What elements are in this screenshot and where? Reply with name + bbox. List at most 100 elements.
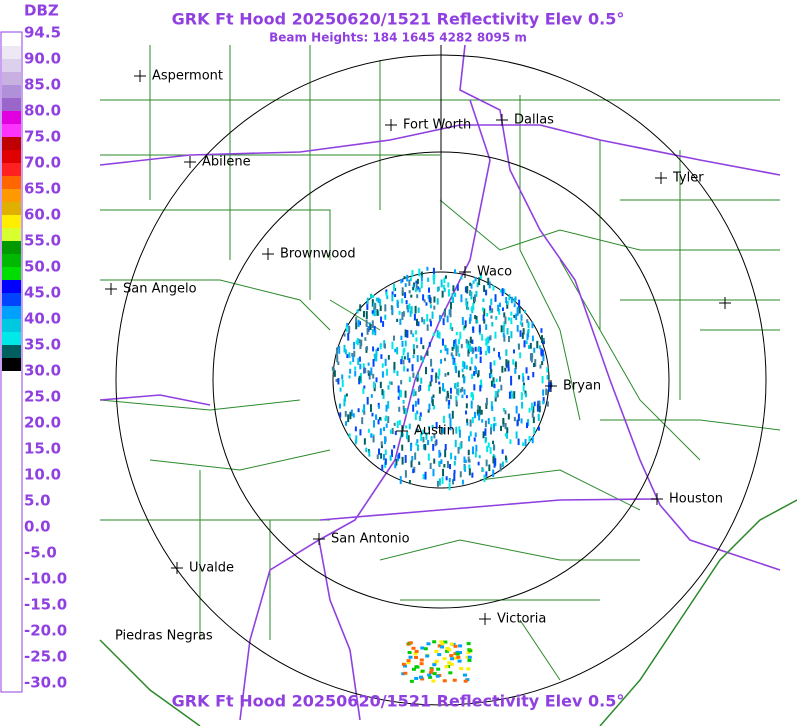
echo — [452, 678, 457, 682]
echo — [482, 468, 485, 472]
echo — [420, 275, 423, 282]
echo — [526, 319, 529, 324]
echo — [378, 405, 381, 409]
echo — [415, 280, 418, 284]
echo — [477, 373, 480, 378]
echo — [337, 378, 340, 385]
echo — [440, 359, 443, 364]
echo — [492, 469, 495, 478]
echo — [357, 319, 360, 328]
legend-swatch — [2, 46, 21, 59]
echo — [400, 380, 403, 385]
legend-label: 60.0 — [24, 206, 61, 224]
echo — [492, 285, 495, 291]
legend-label: 75.0 — [24, 128, 61, 146]
echo — [367, 428, 370, 433]
echo — [433, 405, 436, 410]
echo — [454, 338, 457, 345]
echo — [490, 380, 493, 387]
echo — [466, 418, 469, 423]
echo — [450, 352, 453, 357]
echo — [497, 304, 500, 312]
echo — [343, 344, 346, 353]
echo — [455, 652, 460, 656]
echo — [391, 341, 394, 350]
echo — [440, 645, 445, 649]
echo — [438, 461, 441, 466]
echo — [437, 644, 442, 648]
echo — [416, 294, 419, 299]
echo — [364, 337, 367, 341]
echo — [408, 303, 411, 310]
echo — [494, 294, 497, 302]
echo — [436, 480, 439, 487]
echo — [428, 403, 431, 411]
echo — [493, 444, 496, 451]
echo — [427, 673, 432, 677]
echo — [506, 328, 509, 335]
echo — [456, 388, 459, 395]
echo — [478, 346, 481, 352]
echo — [514, 368, 517, 374]
echo — [487, 417, 490, 425]
echo — [372, 373, 375, 379]
cities: Aspermont Fort Worth Dallas Abilene Tyler Bro… — [105, 69, 723, 644]
echo — [477, 404, 480, 410]
echo — [341, 374, 344, 380]
echo — [387, 385, 390, 390]
echo — [470, 392, 473, 398]
echo — [429, 304, 432, 309]
echo — [354, 366, 357, 371]
echo — [380, 444, 383, 449]
echo — [490, 315, 493, 319]
subtitle: Beam Heights: 184 1645 4282 8095 m — [269, 31, 527, 45]
echo — [408, 655, 413, 659]
echo — [409, 443, 412, 451]
echo — [432, 267, 435, 275]
echo — [517, 343, 520, 350]
echo — [471, 373, 474, 379]
echo — [432, 640, 437, 644]
echo — [422, 429, 425, 435]
echo — [460, 294, 463, 303]
echo — [449, 642, 454, 646]
echo — [398, 389, 401, 397]
echo — [370, 367, 373, 376]
echo — [420, 355, 423, 361]
echo — [448, 478, 451, 483]
echo — [531, 402, 534, 411]
highways — [99, 44, 781, 721]
echo — [471, 416, 474, 424]
echo — [428, 294, 431, 302]
echo — [455, 344, 458, 352]
echo — [416, 371, 419, 378]
echo — [396, 318, 399, 322]
echo — [404, 470, 407, 478]
echo — [510, 317, 513, 324]
echo — [519, 321, 522, 325]
echo — [404, 292, 407, 299]
echo — [371, 299, 374, 307]
echo — [355, 316, 358, 323]
echo — [443, 388, 446, 392]
echo — [378, 416, 381, 420]
legend-swatch — [2, 332, 21, 345]
echo — [440, 642, 445, 646]
legend-swatch — [2, 176, 21, 189]
legend-swatch — [2, 111, 21, 124]
echo — [506, 300, 509, 305]
echo — [409, 310, 412, 317]
footer-title: GRK Ft Hood 20250620/1521 Reflectivity E… — [172, 692, 625, 711]
echo — [349, 361, 352, 365]
legend-swatch — [2, 150, 21, 163]
echo — [345, 421, 348, 426]
echo — [431, 424, 434, 429]
echo — [490, 424, 493, 430]
echo — [374, 302, 377, 310]
echo — [439, 314, 442, 322]
echo — [482, 314, 485, 321]
echo — [414, 452, 417, 460]
echo — [501, 288, 504, 297]
echo — [477, 461, 480, 466]
echo — [473, 384, 476, 391]
